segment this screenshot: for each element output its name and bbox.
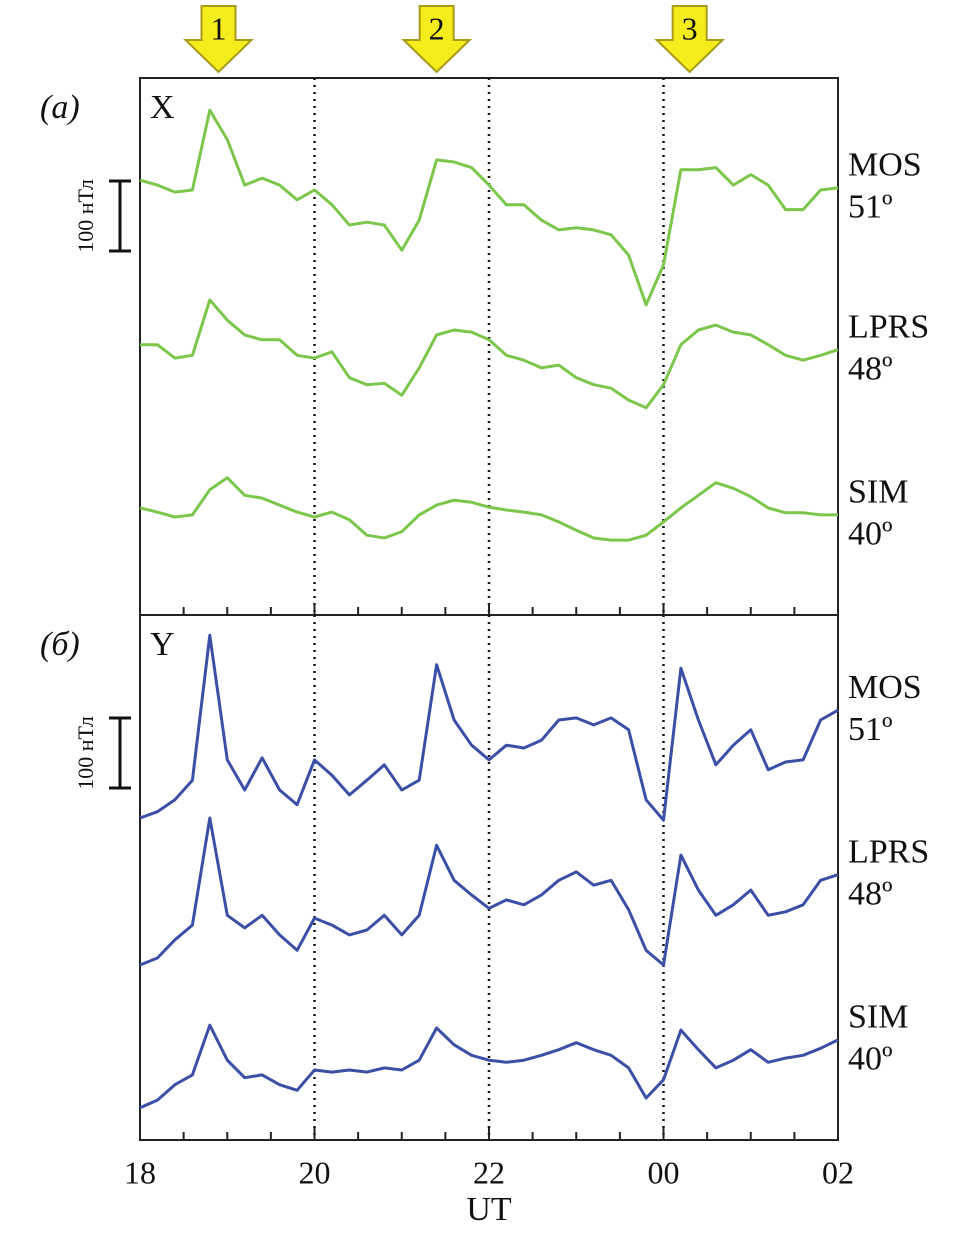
series-line bbox=[139, 633, 839, 822]
event-arrow: 3 bbox=[654, 5, 726, 74]
arrow-label: 1 bbox=[211, 10, 227, 46]
arrow-shape bbox=[401, 5, 473, 74]
arrow-shape bbox=[183, 5, 254, 74]
x-tick-label: 00 bbox=[648, 1154, 680, 1190]
arrow-label: 2 bbox=[429, 10, 445, 46]
x-tick-label: 22 bbox=[473, 1154, 505, 1190]
station-latitude: 40º bbox=[848, 516, 893, 553]
x-tick-label: 20 bbox=[299, 1154, 331, 1190]
station-name: LPRS bbox=[848, 833, 929, 870]
station-name: SIM bbox=[848, 474, 908, 511]
series-line bbox=[139, 108, 839, 307]
station-name: LPRS bbox=[848, 308, 929, 345]
station-latitude: 40º bbox=[848, 1041, 893, 1078]
series-line bbox=[139, 816, 839, 967]
series-line bbox=[139, 1023, 839, 1110]
series-line bbox=[139, 476, 838, 542]
station-name: MOS bbox=[848, 669, 922, 706]
event-arrow: 1 bbox=[183, 5, 254, 74]
series-line bbox=[140, 298, 839, 410]
station-latitude: 48º bbox=[848, 350, 893, 387]
panel-label: (а) bbox=[40, 89, 80, 126]
x-tick-label: 18 bbox=[124, 1154, 156, 1190]
scale-bar bbox=[109, 179, 131, 253]
station-latitude: 48º bbox=[848, 875, 893, 912]
event-arrow: 2 bbox=[401, 5, 473, 74]
x-tick-label: 02 bbox=[822, 1154, 854, 1190]
component-label: Y bbox=[150, 626, 175, 663]
arrow-label: 3 bbox=[682, 10, 698, 46]
panel-label: (б) bbox=[40, 626, 80, 663]
x-axis-title: UT bbox=[466, 1191, 512, 1228]
arrow-shape bbox=[654, 5, 726, 74]
scale-bar-label: 100 нТл bbox=[73, 716, 98, 790]
component-label: X bbox=[150, 89, 175, 126]
scale-bar-label: 100 нТл bbox=[73, 179, 98, 253]
scale-bar bbox=[109, 716, 131, 790]
station-latitude: 51º bbox=[848, 189, 893, 226]
station-name: SIM bbox=[848, 999, 908, 1036]
station-name: MOS bbox=[848, 147, 922, 184]
station-latitude: 51º bbox=[848, 711, 893, 748]
